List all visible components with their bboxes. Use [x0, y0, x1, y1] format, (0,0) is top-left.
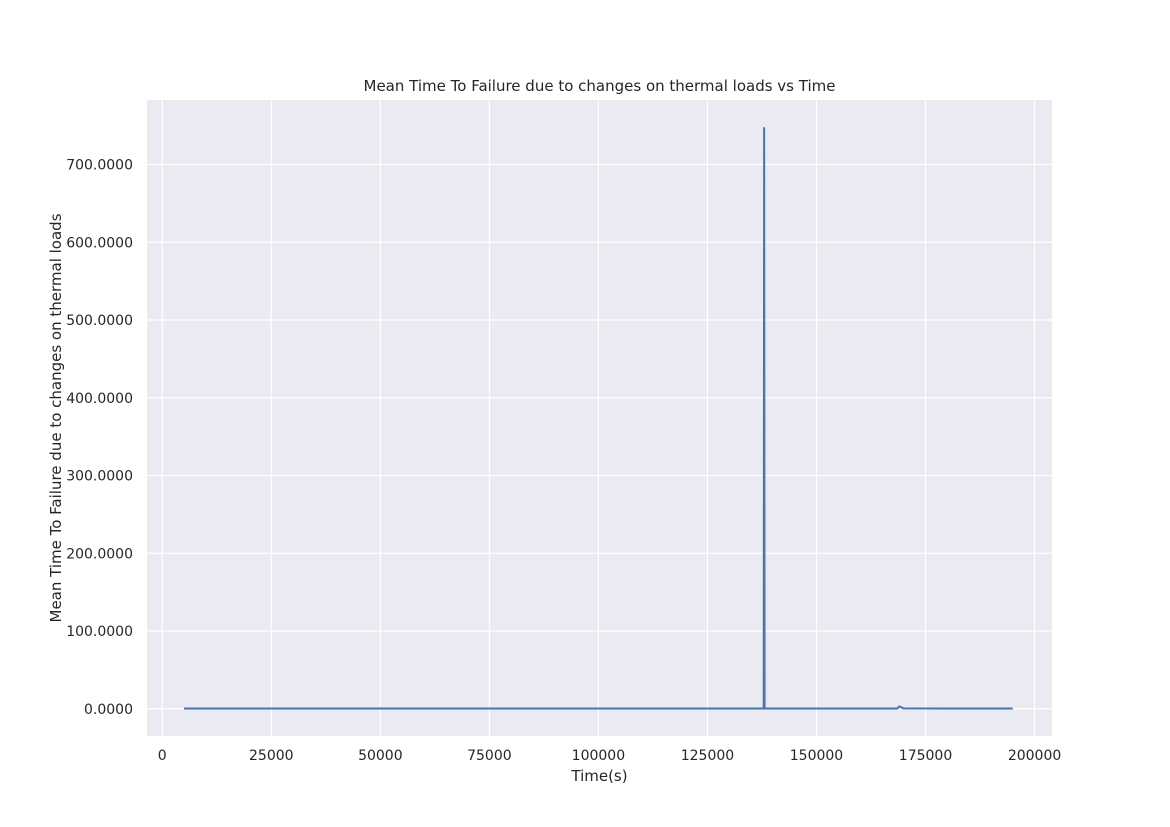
x-axis-label: Time(s) [570, 767, 627, 785]
x-tick-label: 0 [158, 748, 167, 764]
x-tick-label: 125000 [681, 748, 734, 764]
x-axis-ticks: 0 25000 50000 75000 100000 125000 150000 175000… [158, 748, 1061, 764]
y-tick-label: 700.0000 [66, 158, 133, 174]
y-tick-label: 300.0000 [66, 469, 133, 485]
plot-area [147, 100, 1052, 736]
x-tick-label: 100000 [572, 748, 625, 764]
y-tick-label: 0.0000 [84, 702, 133, 718]
x-tick-label: 200000 [1008, 748, 1061, 764]
y-tick-label: 600.0000 [66, 235, 133, 251]
x-tick-label: 175000 [899, 748, 952, 764]
x-tick-label: 25000 [249, 748, 294, 764]
y-axis-label: Mean Time To Failure due to changes on t… [47, 213, 65, 622]
data-layer [184, 126, 1013, 710]
series-line [184, 126, 1013, 710]
grid [147, 100, 1052, 736]
y-tick-label: 500.0000 [66, 313, 133, 329]
x-tick-label: 75000 [467, 748, 512, 764]
chart-title: Mean Time To Failure due to changes on t… [364, 77, 836, 95]
x-tick-label: 50000 [358, 748, 403, 764]
y-axis-ticks: 0.0000 100.0000 200.0000 300.0000 400.0000 50… [66, 158, 133, 718]
x-tick-label: 150000 [790, 748, 843, 764]
y-tick-label: 200.0000 [66, 546, 133, 562]
y-tick-label: 100.0000 [66, 624, 133, 640]
y-tick-label: 400.0000 [66, 391, 133, 407]
